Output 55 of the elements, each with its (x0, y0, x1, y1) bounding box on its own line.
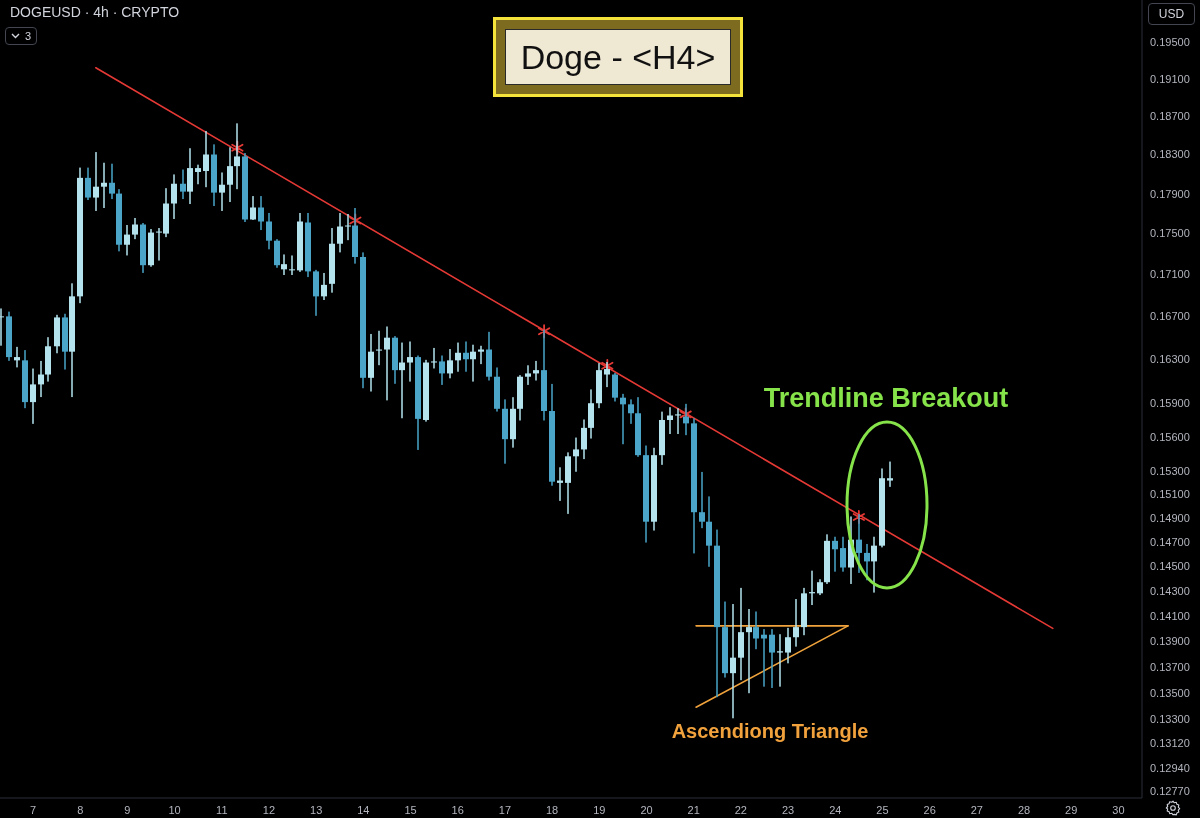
annotation: Trendline Breakout (763, 382, 1009, 414)
x-tick-label: 10 (168, 803, 181, 816)
x-tick-label: 23 (781, 803, 795, 816)
x-tick-label: 15 (404, 803, 417, 816)
y-tick-label: 0.19100 (1150, 72, 1190, 85)
y-tick-label: 0.18700 (1150, 110, 1190, 123)
y-axis-title: USD (1158, 7, 1185, 21)
x-tick-label: 8 (77, 803, 84, 816)
y-tick-label: 0.15300 (1150, 465, 1190, 478)
y-tick-label: 0.19500 (1150, 36, 1190, 49)
x-tick-label: 24 (829, 803, 842, 816)
y-tick-label: 0.14900 (1150, 512, 1190, 525)
y-tick-label: 0.12940 (1150, 761, 1190, 774)
x-tick-label: 7 (29, 803, 37, 816)
chart-subtitle: DOGEUSD · 4h · CRYPTO (10, 4, 180, 20)
y-tick-label: 0.14100 (1150, 609, 1190, 622)
x-tick-label: 25 (876, 803, 889, 816)
y-tick-label: 0.15100 (1150, 488, 1190, 501)
y-tick-label: 0.17100 (1150, 268, 1190, 281)
x-tick-label: 27 (970, 803, 983, 816)
x-tick-label: 30 (1112, 803, 1125, 816)
y-tick-label: 0.15600 (1150, 430, 1190, 443)
x-tick-label: 11 (216, 803, 228, 816)
x-tick-label: 20 (640, 803, 653, 816)
y-tick-label: 0.15900 (1150, 397, 1190, 410)
y-tick-label: 0.13120 (1150, 737, 1190, 750)
y-tick-label: 0.13700 (1150, 660, 1190, 673)
y-tick-label: 0.14700 (1150, 535, 1190, 548)
x-tick-label: 12 (262, 803, 276, 816)
x-tick-label: 21 (687, 803, 700, 816)
y-tick-label: 0.12770 (1150, 784, 1190, 797)
y-tick-label: 0.14300 (1150, 584, 1190, 597)
y-tick-label: 0.17500 (1150, 227, 1190, 240)
x-tick-label: 22 (734, 803, 748, 816)
annotation: 3 (25, 29, 32, 43)
x-tick-label: 16 (451, 803, 464, 816)
y-tick-label: 0.16700 (1150, 310, 1190, 323)
x-tick-label: 17 (498, 803, 512, 816)
text: Doge - <H4> (520, 37, 716, 77)
y-tick-label: 0.17900 (1150, 187, 1190, 200)
x-tick-label: 19 (593, 803, 606, 816)
x-tick-label: 9 (124, 803, 131, 816)
y-tick-label: 0.18300 (1150, 148, 1190, 161)
x-tick-label: 26 (923, 803, 936, 816)
x-tick-label: 14 (357, 803, 370, 816)
x-tick-label: 29 (1065, 803, 1078, 816)
y-tick-label: 0.16300 (1150, 353, 1190, 366)
x-tick-label: 13 (310, 803, 323, 816)
x-tick-label: 28 (1017, 803, 1031, 816)
y-tick-label: 0.14500 (1150, 560, 1190, 573)
x-tick-label: 18 (546, 803, 559, 816)
y-tick-label: 0.13900 (1150, 634, 1190, 647)
y-tick-label: 0.13500 (1150, 686, 1190, 699)
y-tick-label: 0.13300 (1150, 713, 1190, 726)
annotation: Ascendiong Triangle (671, 719, 869, 743)
